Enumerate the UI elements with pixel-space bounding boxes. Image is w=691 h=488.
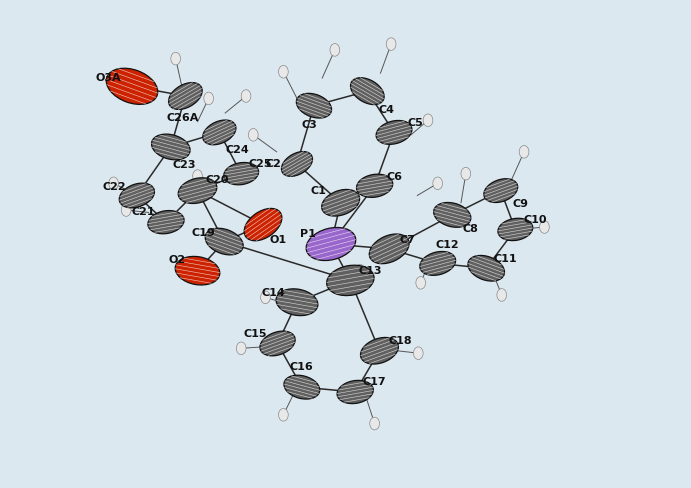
Ellipse shape — [148, 210, 184, 234]
Ellipse shape — [260, 331, 295, 356]
Text: C18: C18 — [388, 336, 412, 346]
Ellipse shape — [361, 337, 399, 364]
Ellipse shape — [330, 43, 340, 56]
Ellipse shape — [244, 208, 282, 241]
Ellipse shape — [423, 114, 433, 126]
Ellipse shape — [337, 380, 373, 404]
Ellipse shape — [413, 347, 423, 360]
Text: O3A: O3A — [96, 73, 122, 82]
Ellipse shape — [497, 288, 507, 301]
Text: C17: C17 — [363, 377, 386, 387]
Text: C8: C8 — [463, 224, 479, 234]
Ellipse shape — [106, 68, 158, 104]
Ellipse shape — [151, 134, 190, 160]
Text: C11: C11 — [494, 254, 518, 264]
Text: C15: C15 — [243, 329, 267, 339]
Ellipse shape — [278, 65, 288, 78]
Text: C23: C23 — [173, 161, 196, 170]
Text: C5: C5 — [408, 118, 424, 128]
Ellipse shape — [278, 408, 288, 421]
Ellipse shape — [416, 277, 426, 289]
Ellipse shape — [276, 289, 318, 316]
Text: C16: C16 — [290, 362, 314, 372]
Text: C2: C2 — [266, 159, 282, 169]
Ellipse shape — [461, 167, 471, 180]
Ellipse shape — [249, 128, 258, 141]
Ellipse shape — [433, 177, 442, 190]
Text: C26A: C26A — [167, 113, 199, 123]
Ellipse shape — [169, 82, 202, 109]
Ellipse shape — [540, 221, 549, 233]
Text: C24: C24 — [226, 145, 249, 155]
Ellipse shape — [468, 255, 504, 281]
Ellipse shape — [519, 145, 529, 158]
Ellipse shape — [281, 152, 312, 176]
Ellipse shape — [322, 189, 359, 216]
Ellipse shape — [357, 174, 392, 198]
Text: C13: C13 — [358, 265, 381, 276]
Text: C20: C20 — [205, 175, 229, 185]
Text: C1: C1 — [311, 185, 327, 196]
Ellipse shape — [370, 417, 379, 430]
Ellipse shape — [350, 78, 384, 104]
Ellipse shape — [176, 256, 220, 285]
Text: C12: C12 — [435, 240, 460, 250]
Ellipse shape — [284, 375, 320, 399]
Text: C14: C14 — [262, 288, 285, 299]
Text: C25: C25 — [249, 159, 272, 169]
Ellipse shape — [306, 227, 356, 261]
Text: C6: C6 — [387, 172, 403, 182]
Text: C19: C19 — [192, 228, 216, 238]
Text: O1: O1 — [269, 235, 286, 245]
Ellipse shape — [355, 264, 365, 277]
Text: P1: P1 — [300, 229, 316, 239]
Ellipse shape — [236, 342, 246, 355]
Text: C7: C7 — [399, 235, 415, 245]
Ellipse shape — [108, 177, 118, 190]
Ellipse shape — [204, 92, 214, 105]
Ellipse shape — [261, 291, 270, 304]
Ellipse shape — [120, 183, 155, 208]
Text: C3: C3 — [301, 120, 317, 130]
Text: C4: C4 — [379, 104, 395, 115]
Text: C9: C9 — [512, 199, 528, 209]
Text: C10: C10 — [524, 215, 547, 225]
Ellipse shape — [419, 251, 455, 275]
Ellipse shape — [171, 52, 180, 65]
Ellipse shape — [498, 218, 533, 241]
Ellipse shape — [202, 120, 236, 145]
Text: O2: O2 — [169, 255, 186, 265]
Ellipse shape — [386, 38, 396, 50]
Text: C21: C21 — [132, 207, 155, 218]
Text: C22: C22 — [103, 182, 126, 192]
Ellipse shape — [434, 203, 471, 227]
Ellipse shape — [241, 90, 251, 102]
Ellipse shape — [484, 179, 518, 203]
Ellipse shape — [376, 121, 412, 144]
Ellipse shape — [327, 265, 374, 296]
Ellipse shape — [224, 163, 258, 185]
Ellipse shape — [178, 178, 217, 203]
Ellipse shape — [205, 228, 243, 255]
Ellipse shape — [193, 170, 202, 183]
Ellipse shape — [369, 234, 409, 264]
Ellipse shape — [122, 203, 131, 216]
Ellipse shape — [296, 93, 332, 118]
